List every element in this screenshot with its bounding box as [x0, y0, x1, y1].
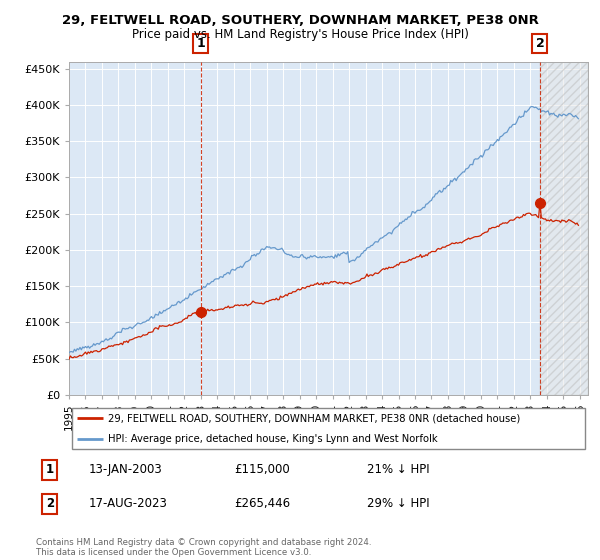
Text: 1: 1	[196, 37, 205, 50]
Bar	[540, 62, 588, 395]
Text: 17-AUG-2023: 17-AUG-2023	[88, 497, 167, 511]
Text: 21% ↓ HPI: 21% ↓ HPI	[367, 463, 430, 477]
Text: 1: 1	[46, 463, 54, 477]
Text: £265,446: £265,446	[235, 497, 291, 511]
Text: 2: 2	[536, 37, 544, 50]
Text: 29, FELTWELL ROAD, SOUTHERY, DOWNHAM MARKET, PE38 0NR (detached house): 29, FELTWELL ROAD, SOUTHERY, DOWNHAM MAR…	[108, 413, 520, 423]
Text: 29, FELTWELL ROAD, SOUTHERY, DOWNHAM MARKET, PE38 0NR: 29, FELTWELL ROAD, SOUTHERY, DOWNHAM MAR…	[62, 14, 538, 27]
Text: 29% ↓ HPI: 29% ↓ HPI	[367, 497, 430, 511]
Text: Price paid vs. HM Land Registry's House Price Index (HPI): Price paid vs. HM Land Registry's House …	[131, 28, 469, 41]
Text: Contains HM Land Registry data © Crown copyright and database right 2024.
This d: Contains HM Land Registry data © Crown c…	[36, 538, 371, 557]
Text: HPI: Average price, detached house, King's Lynn and West Norfolk: HPI: Average price, detached house, King…	[108, 433, 437, 444]
Text: 13-JAN-2003: 13-JAN-2003	[88, 463, 162, 477]
Text: £115,000: £115,000	[235, 463, 290, 477]
FancyBboxPatch shape	[71, 408, 586, 449]
Text: 2: 2	[46, 497, 54, 511]
